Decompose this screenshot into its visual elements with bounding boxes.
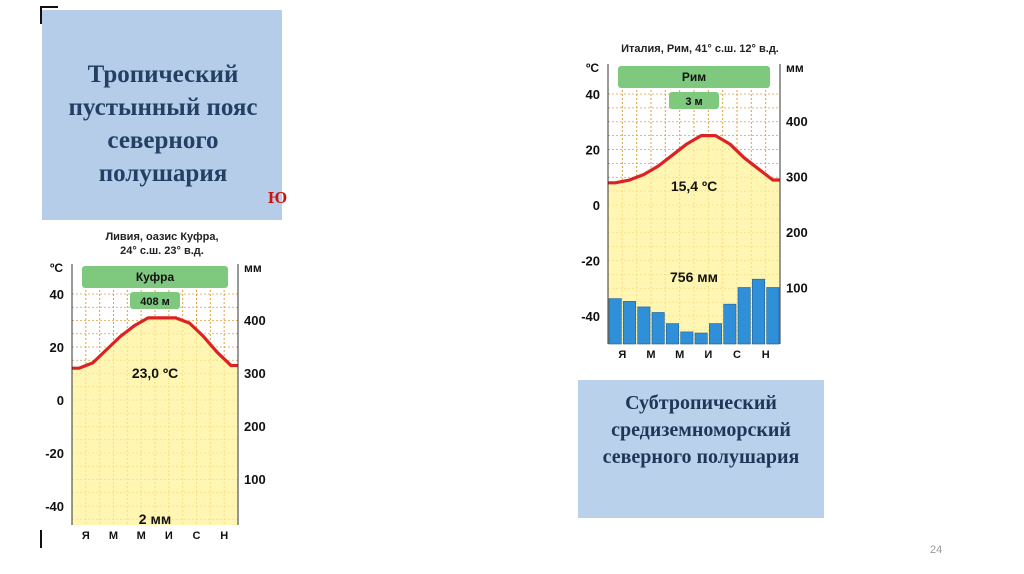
month-label: Я <box>82 530 90 542</box>
left-caption-text: Тропический пустынный пояс северного пол… <box>68 61 258 187</box>
temperature-line <box>608 134 780 185</box>
station-name: Рим <box>682 70 706 84</box>
left-caption-box: Тропический пустынный пояс северного пол… <box>42 10 282 220</box>
month-label: С <box>733 349 741 361</box>
temp-tick-label: 40 <box>586 87 600 102</box>
precipitation-bar <box>766 287 780 345</box>
elevation-label: 408 м <box>140 296 170 308</box>
station-name: Куфра <box>136 270 175 284</box>
month-label: М <box>675 349 684 361</box>
temp-tick-label: 40 <box>50 287 64 302</box>
climate-chart-rome: Италия, Рим, 41° с.ш. 12° в.д. ºС мм 40 20 0-… <box>578 36 822 364</box>
temp-tick-label: 0 <box>593 198 600 213</box>
month-label: И <box>704 349 712 361</box>
chart-subtitle: 24° с.ш. 23° в.д. <box>120 245 204 257</box>
month-label: Н <box>762 349 770 361</box>
precipitation-bar <box>637 306 651 345</box>
station-box <box>82 266 228 288</box>
page-number: 24 <box>930 544 943 556</box>
elevation-box <box>669 92 719 109</box>
month-label: И <box>165 530 173 542</box>
annual-precipitation-label: 756 мм <box>670 269 718 285</box>
precipitation-bar <box>737 287 751 345</box>
temp-tick-label: -40 <box>581 309 600 324</box>
month-label: Н <box>220 530 228 542</box>
precipitation-bar <box>709 323 722 345</box>
precip-tick-label: 400 <box>244 313 266 328</box>
precipitation-bar <box>680 331 694 345</box>
temp-tick-label: 0 <box>57 393 64 408</box>
temp-tick-label: -20 <box>581 254 600 269</box>
precip-tick-label: 400 <box>786 114 808 129</box>
month-label: М <box>137 530 146 542</box>
precip-tick-label: 300 <box>786 170 808 185</box>
slide-corner-mark <box>40 6 58 24</box>
left-caption-fragment: Ю <box>268 188 288 207</box>
temp-tick-label: 20 <box>50 340 64 355</box>
climatogram-rome: Италия, Рим, 41° с.ш. 12° в.д.ºС мм40200-… <box>581 43 808 361</box>
precip-tick-label: 100 <box>786 281 808 296</box>
climatogram-kufra: Ливия, оазис Куфра, 24° с.ш. 23° в.д. ºС мм… <box>45 231 266 542</box>
precip-tick-label: 200 <box>786 225 808 240</box>
temp-unit-label: ºС <box>50 261 63 275</box>
month-label: М <box>109 530 118 542</box>
right-caption-text: Субтропический средиземноморский северно… <box>602 392 800 468</box>
precipitation-bar <box>608 298 622 345</box>
precipitation-bar <box>623 301 636 345</box>
mean-temperature-label: 23,0 ºС <box>132 365 178 381</box>
mean-temperature-label: 15,4 ºС <box>671 178 717 194</box>
elevation-label: 3 м <box>685 96 702 108</box>
chart-title: Италия, Рим, 41° с.ш. 12° в.д. <box>621 43 779 55</box>
precip-tick-label: 100 <box>244 472 266 487</box>
temperature-area <box>608 135 780 344</box>
temp-unit-label: ºС <box>586 61 599 75</box>
climate-chart-kufra: Ливия, оазис Куфра, 24° с.ш. 23° в.д. ºС мм… <box>42 220 282 550</box>
precipitation-bar <box>752 278 765 345</box>
temp-tick-label: -40 <box>45 499 64 514</box>
chart-title: Ливия, оазис Куфра, <box>105 231 218 243</box>
temperature-area <box>72 317 238 525</box>
right-caption-box: Субтропический средиземноморский северно… <box>578 380 824 518</box>
precip-tick-label: 300 <box>244 366 266 381</box>
temp-tick-label: -20 <box>45 446 64 461</box>
temperature-line <box>72 316 238 370</box>
precipitation-bar <box>723 303 737 345</box>
precip-unit-label: мм <box>244 261 262 275</box>
precip-tick-label: 200 <box>244 419 266 434</box>
precipitation-bar <box>651 312 665 345</box>
precipitation-bar <box>694 332 708 345</box>
precipitation-bar <box>666 323 679 345</box>
temp-tick-label: 20 <box>586 143 600 158</box>
station-box <box>618 66 770 88</box>
month-label: Я <box>618 349 626 361</box>
month-label: М <box>646 349 655 361</box>
month-label: С <box>193 530 201 542</box>
precip-unit-label: мм <box>786 61 804 75</box>
annual-precipitation-label: 2 мм <box>139 511 171 527</box>
elevation-box <box>130 292 180 309</box>
